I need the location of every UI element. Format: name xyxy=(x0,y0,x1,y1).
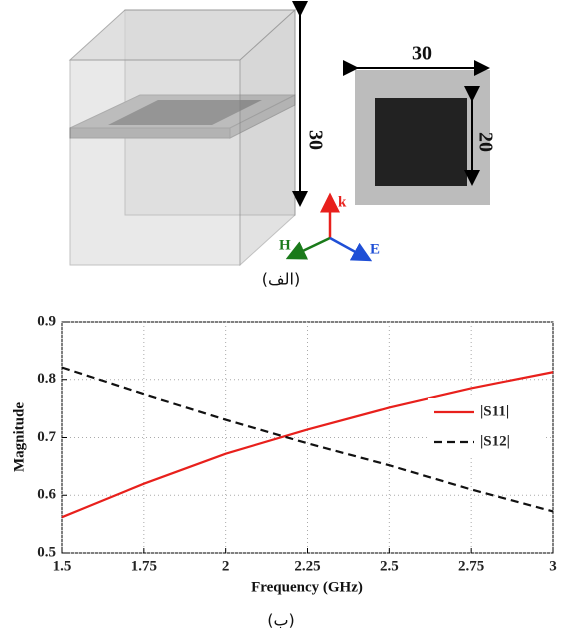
y-tick-label: 0.6 xyxy=(37,487,56,503)
y-tick-label: 0.8 xyxy=(37,371,56,387)
x-tick-label: 2.5 xyxy=(380,558,399,574)
x-tick-label: 2.75 xyxy=(458,558,484,574)
y-tick-label: 0.9 xyxy=(37,313,56,329)
dimension-label: 30 xyxy=(412,43,432,65)
y-axis-label: Magnitude xyxy=(11,402,27,472)
y-tick-label: 0.7 xyxy=(37,429,56,445)
x-tick-label: 1.75 xyxy=(131,558,157,574)
dimension-label: 20 xyxy=(474,132,496,152)
unit-cell-3d: 30 xyxy=(70,10,326,265)
x-tick-label: 2 xyxy=(222,558,230,574)
x-tick-label: 3 xyxy=(549,558,557,574)
dimension-label: 30 xyxy=(304,130,326,150)
axis-h: H xyxy=(279,237,291,253)
legend-label: |S12| xyxy=(480,433,510,449)
x-tick-label: 2.25 xyxy=(294,558,320,574)
x-axis-label: Frequency (GHz) xyxy=(251,579,363,595)
legend-label: |S11| xyxy=(480,403,509,419)
caption: (الف) xyxy=(262,270,300,289)
unit-cell-top: 30 20 xyxy=(355,43,496,205)
axis-e: E xyxy=(370,241,380,257)
caption: (ب) xyxy=(267,611,295,630)
figure: 30 30 20 k H E (الف) (ب) Frequency (GHz)… xyxy=(0,0,563,634)
x-tick-label: 1.5 xyxy=(53,558,72,574)
axis-k: k xyxy=(338,194,347,210)
